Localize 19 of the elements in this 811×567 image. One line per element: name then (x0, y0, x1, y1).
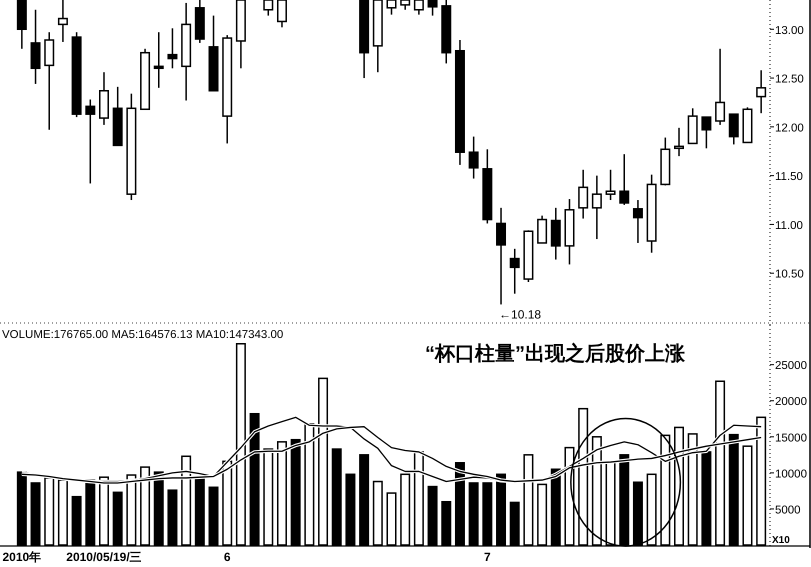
x-tick-label: 2010/05/19/三 (66, 550, 142, 564)
x-tick-label: 6 (224, 550, 231, 564)
y-tick-label: 15000 (775, 432, 807, 444)
y-tick-label: 13.00 (775, 24, 804, 37)
annotation: “杯口柱量”出现之后股价上涨 (425, 342, 686, 365)
y-tick-label: 11.00 (775, 220, 803, 232)
text: X10 (772, 535, 790, 546)
y-tick-label: 12.00 (775, 122, 804, 134)
y-tick-label: 10.50 (775, 268, 804, 281)
annotation: ←10.18 (499, 307, 542, 322)
y-tick-label: 11.50 (775, 171, 803, 184)
y-tick-label: 20000 (775, 396, 807, 408)
y-tick-label: 5000 (775, 504, 801, 516)
annotation: VOLUME:176765.00 MA5:164576.13 MA10:147343.00 (2, 329, 284, 341)
y-tick-label: 25000 (775, 360, 807, 372)
y-tick-label: 10000 (775, 468, 807, 480)
x-tick-label: 2010年 (2, 550, 42, 564)
y-tick-label: 12.50 (775, 74, 804, 86)
x-tick-label: 7 (484, 550, 491, 564)
